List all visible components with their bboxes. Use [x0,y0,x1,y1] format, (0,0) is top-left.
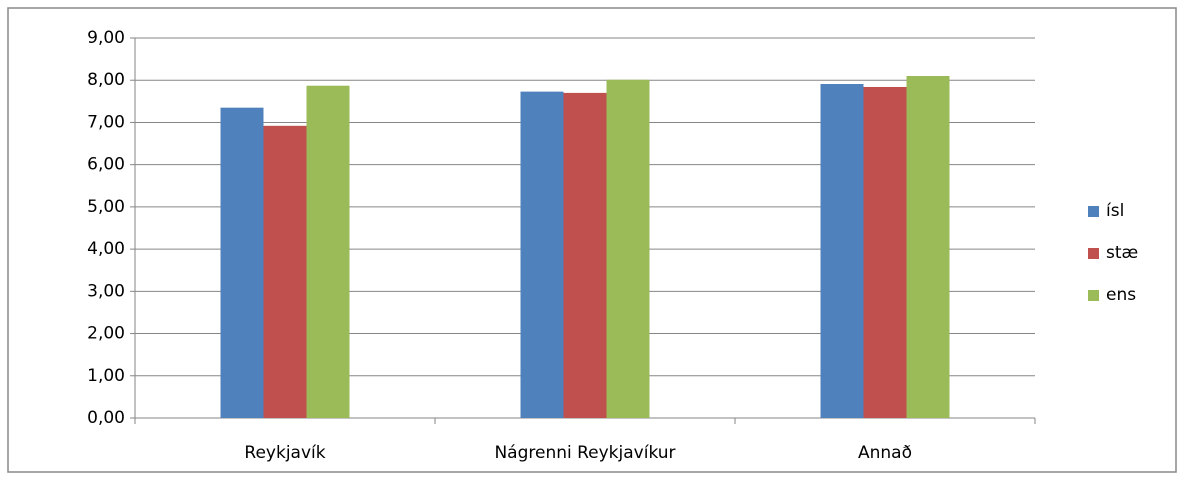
y-tick-label: 0,00 [87,408,125,428]
legend-swatch [1088,290,1099,301]
bar [906,76,950,418]
y-tick-label: 9,00 [87,28,125,48]
bar [220,107,264,419]
legend-swatch [1088,248,1099,259]
legend-label: ísl [1106,201,1124,221]
y-tick-label: 6,00 [87,155,125,175]
y-tick-label: 3,00 [87,281,125,301]
bar [563,92,607,418]
bar [520,91,564,418]
x-tick-label: Nágrenni Reykjavíkur [494,443,675,463]
bar [606,79,650,419]
legend-label: ens [1106,285,1136,305]
bar [820,84,864,419]
y-tick-label: 1,00 [87,366,125,386]
y-tick-label: 8,00 [87,70,125,90]
x-tick-label: Reykjavík [244,443,325,463]
bar [863,86,907,418]
x-tick-label: Annað [858,443,912,463]
y-tick-label: 4,00 [87,239,125,259]
bar [263,125,307,419]
y-tick-label: 5,00 [87,197,125,217]
legend-label: stæ [1106,243,1138,263]
y-tick-label: 2,00 [87,324,125,344]
y-tick-label: 7,00 [87,112,125,132]
legend-swatch [1088,206,1099,217]
bar [306,85,350,418]
